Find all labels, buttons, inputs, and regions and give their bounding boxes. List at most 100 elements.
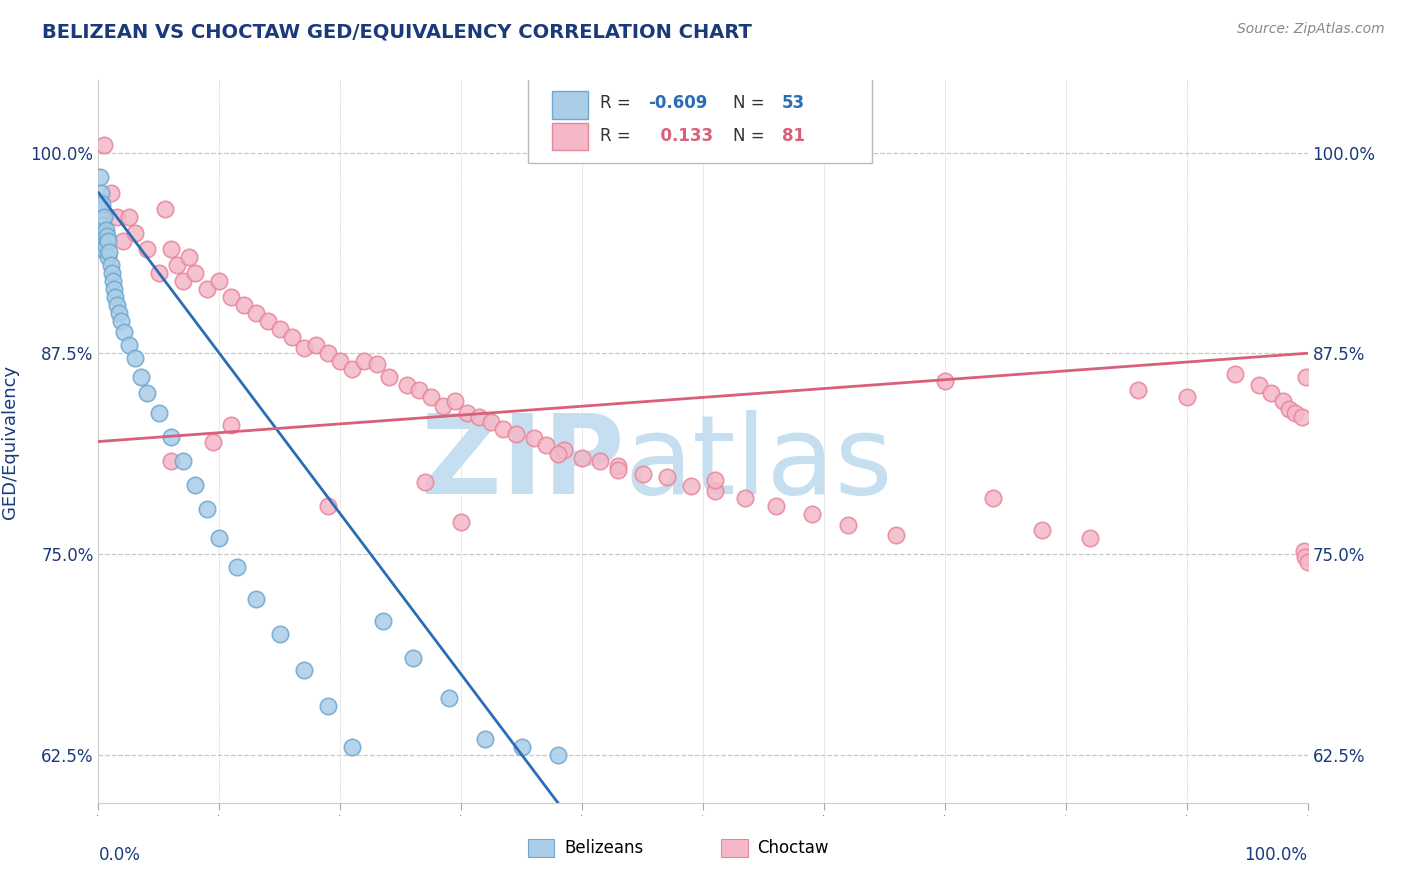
Point [607,458,630,473]
Point [1292,543,1315,558]
Point [292,663,315,677]
Point [468,410,491,425]
Point [160,430,183,444]
Point [100,258,122,272]
Point [1278,402,1301,417]
Point [93,137,115,152]
Point [208,274,231,288]
Point [100,186,122,200]
Point [172,274,194,288]
Point [1291,410,1313,425]
Point [101,274,124,288]
Point [316,346,339,360]
Point [91,226,114,240]
Point [105,298,128,312]
Point [800,507,823,521]
Point [1272,394,1295,409]
Point [269,627,291,641]
Point [208,531,231,545]
FancyBboxPatch shape [551,91,588,119]
Point [474,731,496,746]
Point [329,354,352,368]
Point [1260,386,1282,401]
Point [90,218,112,232]
Point [456,406,478,420]
Point [316,699,339,714]
Point [90,234,112,248]
Point [1175,390,1198,404]
Point [734,491,756,505]
Point [305,338,328,352]
Point [377,370,399,384]
Point [981,491,1004,505]
Y-axis label: GED/Equivalency: GED/Equivalency [1,365,20,518]
Text: N =: N = [734,95,770,112]
Point [221,418,243,433]
Point [184,478,207,492]
Text: Belizeans: Belizeans [564,838,643,856]
Text: 53: 53 [782,95,804,112]
Text: 100.0%: 100.0% [1244,847,1308,864]
Point [408,383,430,397]
Point [1296,555,1319,569]
Point [153,202,176,216]
Text: -0.609: -0.609 [648,95,709,112]
Point [571,450,593,465]
Point [108,306,131,320]
Point [118,210,141,224]
Point [1294,550,1316,565]
Point [172,454,194,468]
Point [97,250,120,264]
Point [148,266,170,280]
Point [93,226,115,240]
Point [160,454,183,468]
Point [118,338,141,352]
Point [93,242,115,256]
Point [148,406,170,420]
Text: R =: R = [600,127,637,145]
Point [94,222,117,236]
Point [437,691,460,706]
Point [655,470,678,484]
Point [124,351,146,365]
Point [269,322,291,336]
Point [371,615,394,629]
Point [1031,523,1053,537]
Text: N =: N = [734,127,770,145]
Point [510,739,533,754]
Point [100,266,122,280]
Point [232,298,254,312]
Point [1223,367,1246,381]
Point [245,591,267,606]
Text: Choctaw: Choctaw [758,838,830,856]
Point [444,394,467,409]
Point [97,234,120,248]
Point [342,739,364,754]
Point [547,447,569,461]
Point [342,362,364,376]
Point [1249,378,1271,392]
Point [135,242,157,256]
Point [90,202,112,216]
Point [245,306,267,320]
Point [179,250,201,264]
Point [160,242,183,256]
Point [450,515,472,529]
Point [103,282,125,296]
FancyBboxPatch shape [527,838,554,857]
Point [432,399,454,413]
Point [420,390,443,404]
Point [631,467,654,481]
Point [402,651,425,665]
Point [547,747,569,762]
Point [837,518,859,533]
Point [91,213,114,227]
Point [226,559,249,574]
Point [135,386,157,401]
Point [366,358,388,372]
Point [91,197,114,211]
Point [110,314,132,328]
Point [523,431,546,445]
Text: 81: 81 [782,127,804,145]
Point [765,499,787,513]
